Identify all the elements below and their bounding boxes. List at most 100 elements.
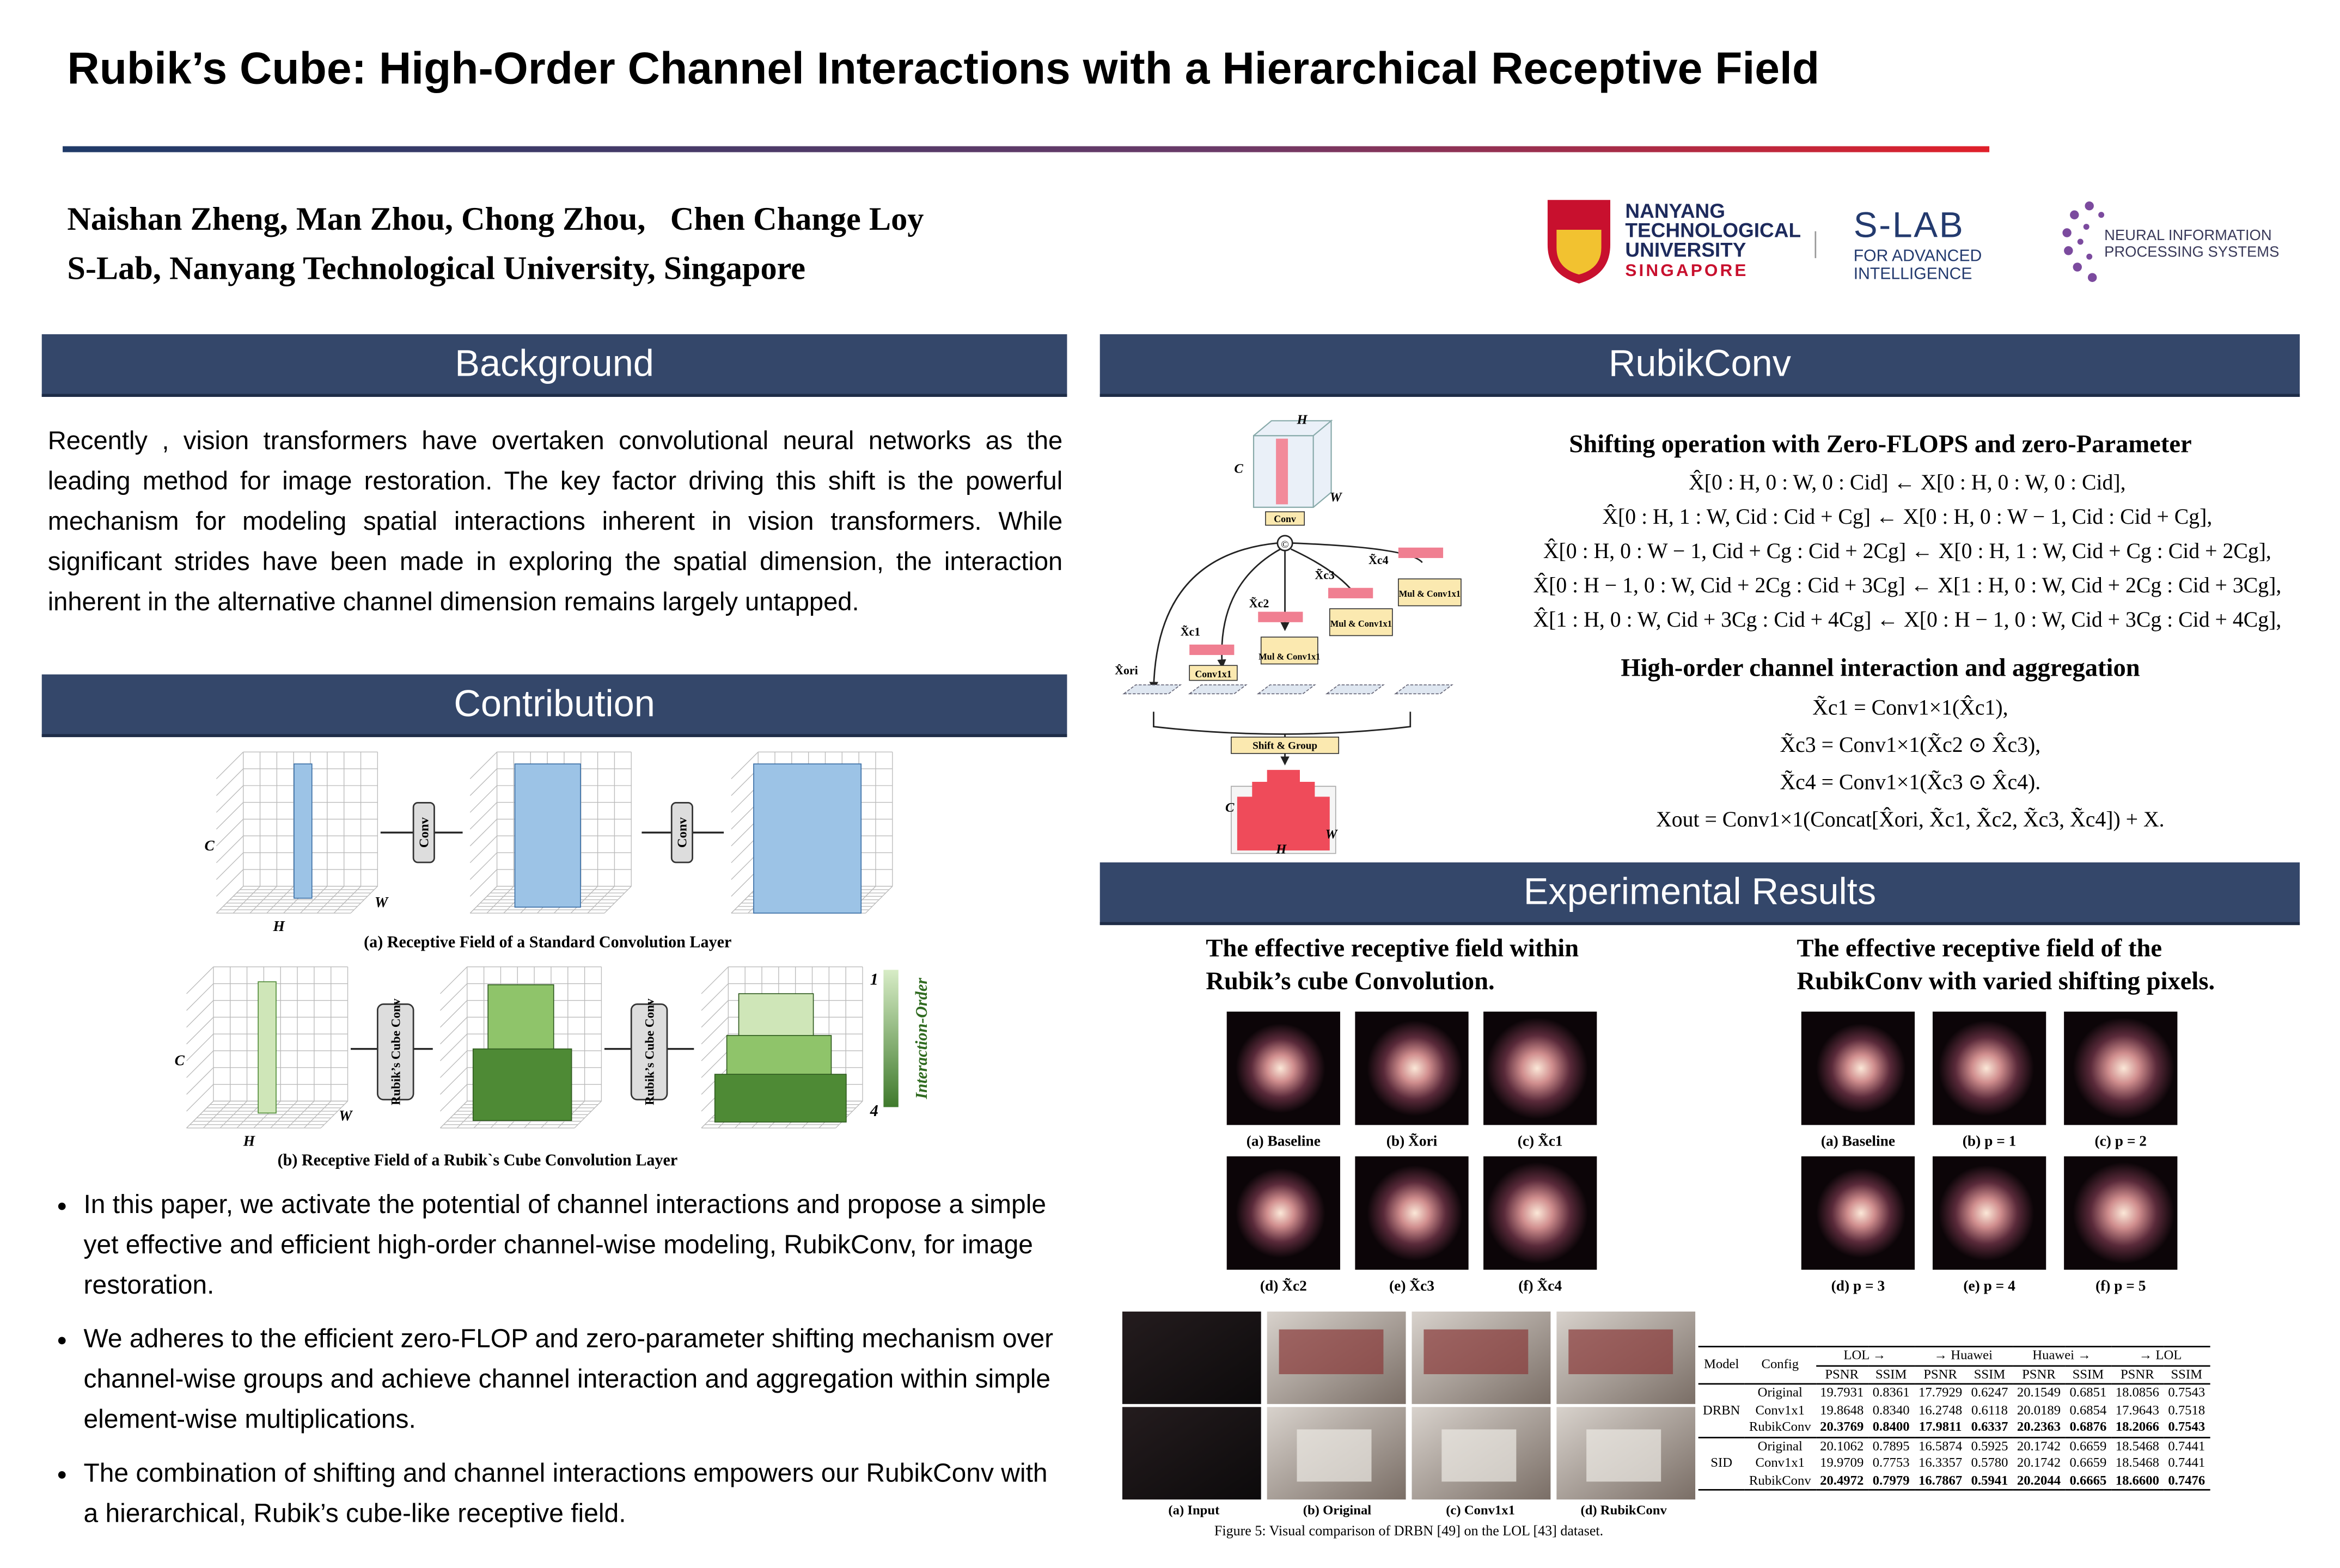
value-cell: 20.4972 <box>1820 1472 1864 1487</box>
grid-box <box>186 966 349 1129</box>
value-cell: 18.2066 <box>2115 1419 2159 1434</box>
caption: (a) Receptive Field of a Standard Convol… <box>364 933 731 951</box>
grid-line <box>439 1050 468 1078</box>
diagram-label: W <box>1325 827 1339 842</box>
group-cell: LOL → <box>1815 1346 1914 1366</box>
value-cell: 0.7895 <box>1872 1437 1910 1453</box>
caption: (a) Baseline <box>1247 1133 1321 1149</box>
logo-text: S-LAB <box>1853 206 1965 247</box>
axis-label: H <box>273 918 285 934</box>
shift-equations: X̂[0 : H, 0 : W, 0 : Cid] ← X[0 : H, 0 :… <box>1489 467 2325 639</box>
grid-line <box>469 835 498 863</box>
results-table: Model Config LOL → → Huawei Huawei → → LOL PSN… <box>1698 1345 2210 1491</box>
value-cell: 20.1549 <box>2017 1385 2061 1400</box>
equation: X̂[0 : H, 0 : W, 0 : Cid] ← X[0 : H, 0 :… <box>1689 471 2126 495</box>
receptive-column <box>258 981 277 1114</box>
grid-line <box>587 886 615 914</box>
grid-line <box>439 966 468 994</box>
group-cell: → LOL <box>2111 1346 2210 1366</box>
erf-glow <box>1816 1023 1906 1113</box>
equation: X̂[1 : H, 0 : W, Cid + 3Cg : Cid + 4Cg] … <box>1533 609 2282 633</box>
axis-label: C <box>175 1052 185 1069</box>
ntu-logo: NANYANG TECHNOLOGICAL UNIVERSITY SINGAPORE <box>1625 201 1801 282</box>
value-cell: 17.9643 <box>2115 1401 2159 1417</box>
photo-detail <box>1586 1429 1661 1482</box>
photo-captions: (a) Input (b) Original (c) Conv1x1 (d) R… <box>1122 1503 1695 1523</box>
equation: X̂[0 : H − 1, 0 : W, Cid + 2Cg : Cid + 3… <box>1533 574 2282 598</box>
caption: (d) X̃c2 <box>1260 1278 1307 1294</box>
caption: (b) p = 1 <box>1963 1133 2017 1149</box>
value-cell: 18.6600 <box>2115 1472 2159 1487</box>
value-cell: 0.7441 <box>2168 1454 2205 1470</box>
value-cell: 20.1742 <box>2017 1437 2061 1453</box>
logo-text: TECHNOLOGICAL <box>1625 219 1801 242</box>
logo-text: SINGAPORE <box>1625 262 1749 281</box>
diagram-label: X̃c4 <box>1368 553 1389 567</box>
grid-line <box>350 886 378 914</box>
axis-label: W <box>375 894 389 910</box>
grid-line <box>320 1101 349 1129</box>
diagram-label: Mul & Conv1x1 <box>1399 589 1461 599</box>
grid-line <box>439 1067 468 1095</box>
authors: Naishan Zheng, Man Zhou, Chong Zhou, Che… <box>67 200 924 237</box>
logo-text: UNIVERSITY <box>1625 238 1746 261</box>
legend-label: 4 <box>870 1101 878 1120</box>
diagram-label: C <box>1234 462 1243 476</box>
value-cell: 17.7929 <box>1918 1385 1963 1400</box>
data-row: RubikConv 20.3769 0.8400 17.9811 0.6337 20.23… <box>1699 1419 2210 1437</box>
op-box <box>630 1003 668 1101</box>
grid-line <box>469 886 498 914</box>
value-cell: 0.7518 <box>2168 1401 2205 1417</box>
grid-line <box>316 886 345 914</box>
title-rule <box>63 146 1990 152</box>
value-cell: 19.7931 <box>1820 1385 1864 1400</box>
value-cell: 20.1062 <box>1820 1437 1864 1453</box>
erf-glow <box>1367 1020 1463 1116</box>
grid-line <box>701 966 729 994</box>
figure-title: The effective receptive field within Rub… <box>1206 934 1579 995</box>
diagram-label: X̃c2 <box>1249 596 1269 610</box>
value-cell: 16.3357 <box>1918 1454 1963 1470</box>
caption: (f) p = 5 <box>2095 1278 2146 1294</box>
visual-comparison <box>1122 1311 1696 1500</box>
results-table-wrap: Model Config LOL → → Huawei Huawei → → LOL PSN… <box>1698 1345 2210 1491</box>
header-cell: Model <box>1703 1356 1739 1372</box>
grid-line <box>186 1084 214 1112</box>
photo <box>1122 1407 1261 1500</box>
logo-text: PROCESSING SYSTEMS <box>2104 244 2280 261</box>
axis-label: C <box>204 837 215 854</box>
photo-detail <box>1279 1329 1384 1375</box>
neurips-logo: NEURAL INFORMATION PROCESSING SYSTEMS <box>2104 228 2279 261</box>
grid-line <box>186 1050 214 1078</box>
grid-line <box>439 1101 468 1129</box>
section-header: Background <box>41 334 1067 397</box>
erf-glow <box>1486 1162 1588 1264</box>
erf-glow <box>1938 1165 2034 1261</box>
value-cell: 20.3769 <box>1820 1419 1864 1434</box>
erf-glow <box>1816 1168 1906 1258</box>
grid-line <box>604 886 632 914</box>
axis-label: W <box>339 1107 353 1124</box>
order-legend <box>883 970 899 1107</box>
slab-logo: S-LAB FOR ADVANCED INTELLIGENCE <box>1854 206 1982 284</box>
grid-line <box>216 835 244 863</box>
grid-line <box>469 819 498 847</box>
grid-line <box>186 1033 214 1061</box>
grid-line <box>701 1016 729 1045</box>
equation: X̂[0 : H, 1 : W, Cid : Cid + Cg] ← X[0 :… <box>1602 506 2213 530</box>
value-cell: 0.7543 <box>2168 1419 2205 1434</box>
grid-line <box>439 1033 468 1061</box>
caption: (e) p = 4 <box>1963 1278 2015 1294</box>
receptive-column <box>294 763 313 899</box>
grid-line <box>469 852 498 880</box>
value-cell: 20.2363 <box>2017 1419 2061 1434</box>
grid-line <box>216 785 244 813</box>
background-text: Recently , vision transformers have over… <box>47 425 1063 616</box>
equation: X̃c3 = Conv1×1(X̃c2 ⊙ X̂c3), <box>1780 734 2041 758</box>
diagram-label: Conv1x1 <box>1195 669 1231 679</box>
caption: (c) p = 2 <box>2095 1133 2147 1149</box>
diagram-label: Mul & Conv1x1 <box>1330 618 1392 629</box>
op-label: Conv <box>675 817 690 848</box>
contribution-bullets: In this paper, we activate the potential… <box>51 1185 1066 1547</box>
model-cell: SID <box>1710 1454 1733 1470</box>
